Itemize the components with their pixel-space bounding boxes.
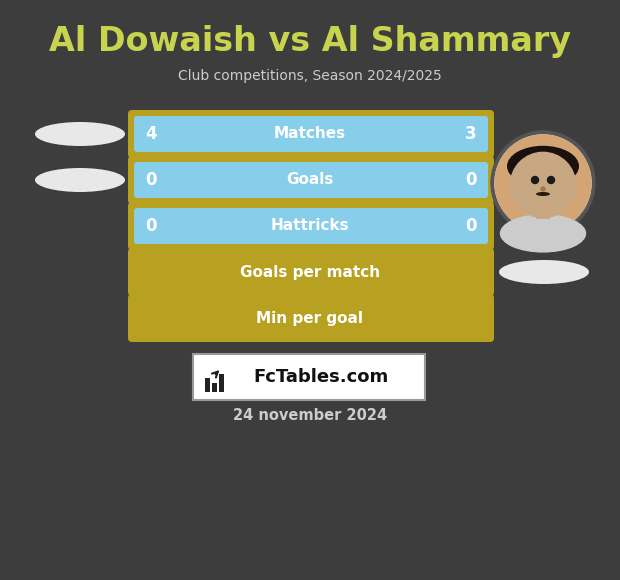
FancyBboxPatch shape <box>193 354 425 400</box>
Circle shape <box>541 187 545 191</box>
Ellipse shape <box>500 214 586 253</box>
Text: 0: 0 <box>465 217 477 235</box>
Circle shape <box>495 135 591 231</box>
Text: 0: 0 <box>145 217 157 235</box>
Circle shape <box>510 153 575 218</box>
Text: Al Dowaish vs Al Shammary: Al Dowaish vs Al Shammary <box>49 26 571 59</box>
Circle shape <box>495 135 591 231</box>
FancyBboxPatch shape <box>128 248 494 296</box>
Text: Goals per match: Goals per match <box>240 264 380 280</box>
Text: Club competitions, Season 2024/2025: Club competitions, Season 2024/2025 <box>178 69 442 83</box>
Text: 3: 3 <box>465 125 477 143</box>
FancyBboxPatch shape <box>128 110 494 158</box>
FancyBboxPatch shape <box>205 378 210 392</box>
Text: Goals: Goals <box>286 172 334 187</box>
FancyBboxPatch shape <box>219 374 224 392</box>
FancyBboxPatch shape <box>134 208 488 244</box>
Text: 24 november 2024: 24 november 2024 <box>233 408 387 422</box>
Circle shape <box>547 176 554 183</box>
Ellipse shape <box>536 192 550 196</box>
Circle shape <box>491 131 595 235</box>
Text: 4: 4 <box>145 125 157 143</box>
Text: Hattricks: Hattricks <box>271 219 349 234</box>
FancyBboxPatch shape <box>212 383 217 392</box>
FancyBboxPatch shape <box>536 207 550 219</box>
Text: 0: 0 <box>465 171 477 189</box>
Text: FcTables.com: FcTables.com <box>254 368 389 386</box>
Ellipse shape <box>499 260 589 284</box>
Text: Matches: Matches <box>274 126 346 142</box>
FancyBboxPatch shape <box>134 116 488 152</box>
FancyBboxPatch shape <box>134 300 488 336</box>
FancyBboxPatch shape <box>128 202 494 250</box>
Ellipse shape <box>35 168 125 192</box>
Text: 0: 0 <box>145 171 157 189</box>
Ellipse shape <box>507 146 579 187</box>
FancyBboxPatch shape <box>134 254 488 290</box>
Text: Min per goal: Min per goal <box>257 310 363 325</box>
Ellipse shape <box>35 122 125 146</box>
FancyBboxPatch shape <box>134 162 488 198</box>
FancyBboxPatch shape <box>128 156 494 204</box>
Circle shape <box>531 176 539 183</box>
FancyBboxPatch shape <box>128 294 494 342</box>
